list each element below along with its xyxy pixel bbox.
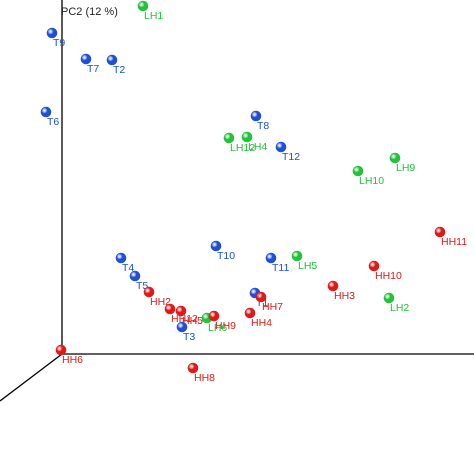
label-lh4: LH4 <box>248 141 267 153</box>
label-hh6: HH6 <box>62 354 83 366</box>
label-t2: T2 <box>113 64 125 76</box>
point-hh7 <box>255 291 267 303</box>
label-lh12: LH12 <box>230 142 255 154</box>
point-t12 <box>275 141 287 153</box>
label-t4: T4 <box>122 262 134 274</box>
pc2-axis-title: PC2 (12 %) <box>61 6 118 18</box>
point-lh1 <box>137 0 149 12</box>
label-hh10: HH10 <box>375 270 402 282</box>
point-hh3 <box>327 280 339 292</box>
label-hh8: HH8 <box>194 372 215 384</box>
point-hh10 <box>368 260 380 272</box>
label-hh4: HH4 <box>251 317 272 329</box>
label-hh9: HH9 <box>215 320 236 332</box>
point-hh4 <box>244 307 256 319</box>
point-hh6 <box>55 344 67 356</box>
point-lh2 <box>383 292 395 304</box>
point-t4 <box>115 252 127 264</box>
label-t3: T3 <box>183 331 195 343</box>
point-t3 <box>176 321 188 333</box>
label-lh1: LH1 <box>144 10 163 22</box>
label-lh5: LH5 <box>298 260 317 272</box>
label-hh2: HH2 <box>150 296 171 308</box>
point-t9 <box>46 27 58 39</box>
point-hh12 <box>164 303 176 315</box>
point-hh5 <box>175 305 187 317</box>
point-lh12 <box>223 132 235 144</box>
label-hh11: HH11 <box>441 236 467 248</box>
point-t5 <box>129 270 141 282</box>
point-t10 <box>210 240 222 252</box>
point-t6 <box>40 106 52 118</box>
label-t12: T12 <box>282 151 300 163</box>
label-hh7: HH7 <box>262 301 283 313</box>
point-lh9 <box>389 152 401 164</box>
point-hh8 <box>187 362 199 374</box>
label-t9: T9 <box>53 37 65 49</box>
point-t11 <box>265 252 277 264</box>
label-lh9: LH9 <box>396 162 415 174</box>
point-hh2 <box>143 286 155 298</box>
label-t8: T8 <box>257 120 269 132</box>
label-t6: T6 <box>47 116 59 128</box>
label-lh6: LH6 <box>208 322 227 334</box>
label-hh5: HH5 <box>182 315 203 327</box>
label-lh2: LH2 <box>390 302 409 314</box>
point-hh11 <box>434 226 446 238</box>
point-t2 <box>106 54 118 66</box>
label-lh10: LH10 <box>359 175 384 187</box>
label-t10: T10 <box>217 250 235 262</box>
point-hh9 <box>208 310 220 322</box>
label-t7: T7 <box>87 63 99 75</box>
point-t8 <box>250 110 262 122</box>
label-hh12: HH12 <box>171 313 198 325</box>
point-t7 <box>80 53 92 65</box>
point-lh4 <box>241 131 253 143</box>
label-hh3: HH3 <box>334 290 355 302</box>
label-t11: T11 <box>272 262 289 274</box>
point-lh5 <box>291 250 303 262</box>
depth-axis <box>0 353 63 402</box>
point-lh10 <box>352 165 364 177</box>
